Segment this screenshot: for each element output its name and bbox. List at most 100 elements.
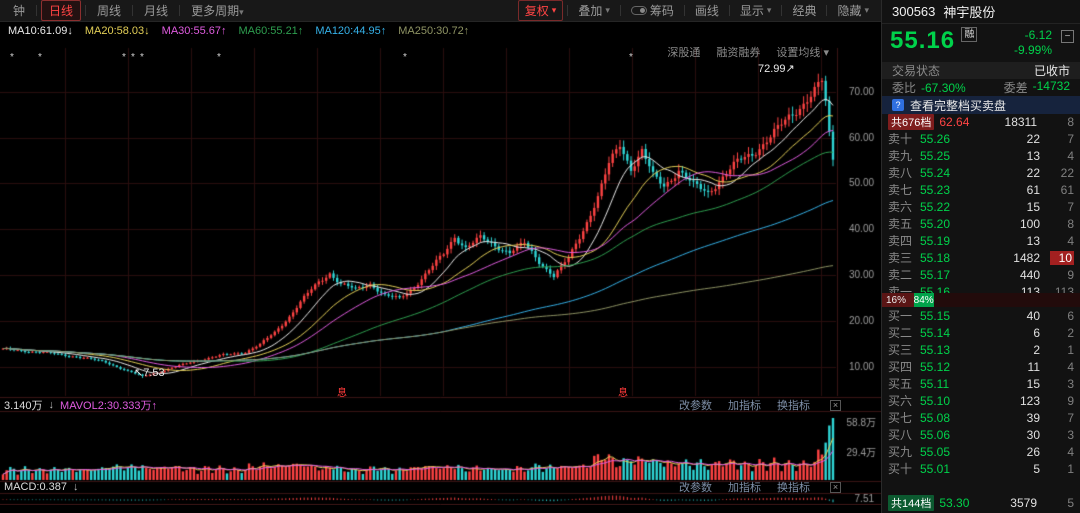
trade-status-label: 交易状态 <box>892 64 941 78</box>
bid-level-label: 买七 <box>888 411 913 425</box>
price-chart-canvas[interactable] <box>0 40 881 505</box>
ma-label-250: MA250:30.72↑ <box>398 25 470 37</box>
bid-price: 55.11 <box>920 376 950 391</box>
bid-row[interactable]: 买九 55.05 26 4 <box>882 443 1080 460</box>
minute-tab-label: 钟 <box>13 4 26 18</box>
period-tab-weekly[interactable]: 周线 <box>90 1 128 20</box>
ma-label-30: MA30:55.67↑ <box>161 25 227 37</box>
chips-tool-label: 筹码 <box>649 4 674 18</box>
collapse-panel-button[interactable]: − <box>1061 30 1074 43</box>
chart-link-1[interactable]: 融资融券 <box>716 47 761 59</box>
tab-divider <box>85 5 87 16</box>
last-price: 55.16 <box>890 27 956 54</box>
period-tab-more-periods[interactable]: 更多周期▾ <box>184 1 251 20</box>
bid-row[interactable]: 买三 55.13 2 1 <box>882 341 1080 358</box>
ask-row[interactable]: 卖五 55.20 100 8 <box>882 215 1080 232</box>
ask-row[interactable]: 卖二 55.17 440 9 <box>882 266 1080 283</box>
ask-row[interactable]: 卖三 55.18 1482 10 <box>882 249 1080 266</box>
ask-summary-row[interactable]: 共676档 62.64 18311 8 <box>882 114 1080 130</box>
full-orderbook-link[interactable]: ? 查看完整档买卖盘 <box>882 96 1080 114</box>
ask-row[interactable]: 卖八 55.24 22 22 <box>882 164 1080 181</box>
ask-level-label: 卖七 <box>888 183 913 197</box>
bid-row[interactable]: 买七 55.08 39 7 <box>882 409 1080 426</box>
tool-adjust[interactable]: 复权 ▾ <box>517 0 564 21</box>
volume-tool-1[interactable]: 加指标 <box>728 400 761 412</box>
bid-row[interactable]: 买十 55.01 5 1 <box>882 460 1080 477</box>
more-periods-tab-label: 更多周期 <box>191 4 240 18</box>
bid-row[interactable]: 买二 55.14 6 2 <box>882 324 1080 341</box>
ask-order-count: 8 <box>1067 216 1074 231</box>
ask-price: 55.19 <box>920 233 951 248</box>
ask-row[interactable]: 卖七 55.23 61 61 <box>882 181 1080 198</box>
bid-volume: 39 <box>1026 410 1040 425</box>
help-icon: ? <box>892 99 904 111</box>
price-change-block: -6.12 -9.99% <box>1014 28 1052 58</box>
bid-row[interactable]: 买六 55.10 123 9 <box>882 392 1080 409</box>
tool-classic[interactable]: 经典 <box>786 1 822 20</box>
ask-volume: 22 <box>1026 165 1040 180</box>
bid-row[interactable]: 买四 55.12 11 4 <box>882 358 1080 375</box>
bid-order-count: 1 <box>1067 342 1074 357</box>
ask-row[interactable]: 卖十 55.26 22 7 <box>882 130 1080 147</box>
tool-divider <box>683 5 685 16</box>
chart-link-2[interactable]: 设置均线 ▾ <box>776 47 829 59</box>
tool-hide[interactable]: 隐藏 ▾ <box>831 1 875 20</box>
weicha-value: -14732 <box>1032 79 1070 93</box>
macd-tool-0[interactable]: 改参数 <box>679 482 712 494</box>
tool-draw-line[interactable]: 画线 <box>689 1 725 20</box>
ask-row[interactable]: 卖四 55.19 13 4 <box>882 232 1080 249</box>
macd-pane-close-icon[interactable]: × <box>830 481 841 493</box>
bid-order-count: 4 <box>1067 359 1074 374</box>
bid-row[interactable]: 买五 55.11 15 3 <box>882 375 1080 392</box>
ask-price: 55.22 <box>920 199 951 214</box>
ask-level-label: 卖八 <box>888 166 913 180</box>
daily-tab-label: 日线 <box>49 4 74 18</box>
price-change: -6.12 <box>1024 28 1052 42</box>
period-tab-minute[interactable]: 钟 <box>6 1 32 20</box>
bid-volume: 30 <box>1026 427 1040 442</box>
tool-overlay[interactable]: 叠加 ▾ <box>572 1 616 20</box>
tool-chips[interactable]: 筹码 <box>625 1 680 20</box>
ask-price: 55.23 <box>920 182 951 197</box>
ask-price: 55.25 <box>920 148 951 163</box>
ask-order-count: 4 <box>1067 233 1074 248</box>
bid-row[interactable]: 买一 55.15 40 6 <box>882 307 1080 324</box>
event-marker-icon: * <box>403 52 407 63</box>
tool-display[interactable]: 显示 ▾ <box>734 1 778 20</box>
volume-tool-2[interactable]: 换指标 <box>777 400 810 412</box>
event-marker-icon: * <box>217 52 221 63</box>
period-tab-monthly[interactable]: 月线 <box>137 1 175 20</box>
draw-line-tool-label: 画线 <box>694 4 719 18</box>
volume-pane-close-icon[interactable]: × <box>830 399 841 411</box>
bid-price: 55.01 <box>920 461 951 476</box>
macd-tool-2[interactable]: 换指标 <box>777 482 810 494</box>
macd-tool-1[interactable]: 加指标 <box>728 482 761 494</box>
period-tab-daily[interactable]: 日线 <box>41 0 82 21</box>
stock-code: 300563 <box>892 4 936 19</box>
weibi-row: 委比 -67.30% 委差 -14732 <box>882 79 1080 96</box>
volume-tool-0[interactable]: 改参数 <box>679 400 712 412</box>
bid-summary-row[interactable]: 共144档 53.30 3579 5 <box>882 495 1080 511</box>
macd-down-arrow-icon: ↓ <box>72 481 79 493</box>
bid-level-label: 买九 <box>888 445 913 459</box>
ask-level-label: 卖十 <box>888 132 913 146</box>
chart-link-0[interactable]: 深股通 <box>667 47 701 59</box>
event-marker-icon: * <box>38 52 42 63</box>
adjust-tool-label: 复权 <box>524 4 549 18</box>
ask-volume: 61 <box>1026 182 1040 197</box>
bid-level-label: 买五 <box>888 377 913 391</box>
ma-label-20: MA20:58.03↓ <box>84 25 150 37</box>
ask-volume: 1482 <box>1013 250 1040 265</box>
weibi-value: -67.30% <box>921 80 966 95</box>
ask-volume: 13 <box>1026 148 1040 163</box>
price-change-pct: -9.99% <box>1013 43 1052 57</box>
ask-row[interactable]: 卖六 55.22 15 7 <box>882 198 1080 215</box>
bid-row[interactable]: 买八 55.06 30 3 <box>882 426 1080 443</box>
monthly-tab-label: 月线 <box>144 4 169 18</box>
bid-volume: 123 <box>1019 393 1040 408</box>
ask-order-count: 10 <box>1050 250 1074 265</box>
ask-row[interactable]: 卖九 55.25 13 4 <box>882 147 1080 164</box>
bid-order-count: 9 <box>1067 393 1074 408</box>
bid-price: 55.15 <box>920 308 951 323</box>
ask-level-label: 卖三 <box>888 251 913 265</box>
